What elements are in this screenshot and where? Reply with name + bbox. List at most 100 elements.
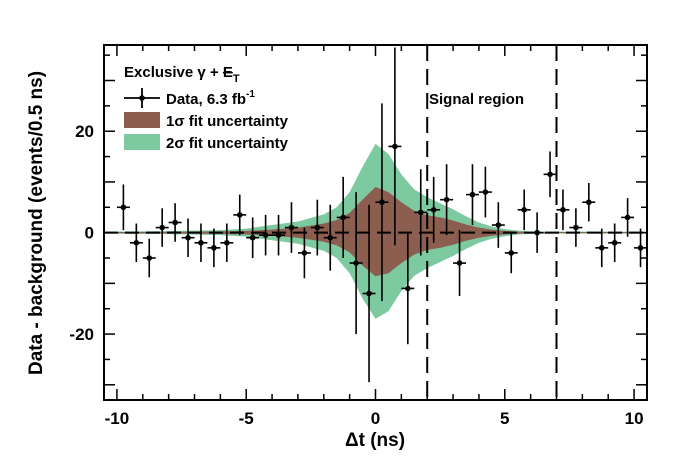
data-point — [517, 189, 531, 231]
signal-region-label: Signal region — [429, 91, 524, 108]
data-point — [181, 218, 195, 257]
data-point — [427, 176, 441, 243]
data-point — [504, 232, 518, 274]
data-marker — [560, 207, 566, 213]
y-tick-label: -20 — [69, 325, 94, 344]
data-marker — [624, 214, 631, 221]
data-marker — [534, 229, 540, 236]
data-marker — [301, 250, 308, 256]
data-point — [543, 151, 557, 198]
data-series — [116, 47, 647, 383]
data-point — [569, 208, 583, 247]
x-tick-label: 0 — [371, 409, 380, 428]
data-point — [246, 217, 260, 258]
x-tick-label: 10 — [625, 409, 644, 428]
legend-band1-label: 1σ fit uncertainty — [166, 113, 289, 130]
data-point — [297, 227, 311, 279]
data-point — [168, 203, 182, 242]
data-marker — [146, 255, 153, 261]
data-point — [310, 199, 324, 256]
x-axis-title: Δt (ns) — [345, 430, 405, 451]
axis-ticks — [104, 45, 647, 400]
data-marker — [417, 209, 424, 216]
data-marker — [314, 224, 321, 231]
x-tick-label: 5 — [500, 409, 509, 428]
data-point — [194, 223, 208, 263]
legend-data-label-text: Data, 6.3 fb — [166, 91, 246, 108]
data-point — [621, 198, 635, 237]
legend-data-marker — [124, 88, 160, 108]
data-marker — [392, 143, 398, 150]
uncertainty-bands — [104, 143, 647, 319]
data-point — [595, 228, 609, 268]
legend-swatch-2sigma — [124, 134, 160, 150]
data-marker — [586, 199, 592, 206]
data-point — [556, 189, 570, 231]
data-point — [388, 47, 402, 246]
legend-header-met: E — [223, 64, 233, 81]
data-marker — [327, 234, 334, 241]
x-tick-label: -5 — [239, 409, 254, 428]
data-marker — [430, 207, 437, 213]
legend-data-label-sup: -1 — [246, 89, 255, 100]
data-point — [259, 214, 273, 256]
y-axis-title: Data - background (events/0.5 ns) — [26, 71, 47, 375]
data-point — [272, 214, 285, 256]
data-point — [608, 223, 622, 263]
band-1sigma — [104, 187, 647, 277]
data-point — [478, 166, 492, 218]
data-marker — [198, 239, 204, 246]
data-point — [129, 223, 143, 263]
y-tick-label: 0 — [85, 224, 94, 243]
data-point — [401, 232, 415, 345]
data-point — [582, 182, 596, 222]
data-marker — [379, 199, 385, 206]
legend-band2-label: 2σ fit uncertainty — [166, 135, 289, 152]
data-point — [142, 238, 156, 278]
data-marker — [611, 239, 618, 246]
data-point — [336, 176, 350, 258]
data-point — [491, 202, 505, 248]
data-marker — [366, 290, 372, 297]
data-marker — [482, 189, 489, 195]
data-marker — [443, 196, 450, 203]
x-tick-label: -10 — [105, 409, 130, 428]
data-marker — [262, 232, 269, 238]
data-point — [453, 230, 466, 297]
data-marker — [172, 219, 178, 226]
data-marker — [637, 245, 644, 251]
data-point — [414, 169, 428, 256]
data-marker — [405, 285, 411, 292]
data-marker — [598, 245, 605, 251]
data-point — [285, 202, 298, 253]
data-point — [634, 228, 647, 268]
data-marker — [521, 207, 527, 213]
data-point — [466, 164, 479, 226]
data-marker — [456, 260, 463, 266]
data-marker — [288, 224, 295, 231]
legend-header-met-sub: T — [233, 73, 240, 85]
data-marker — [133, 239, 140, 246]
data-point — [323, 204, 337, 271]
data-marker — [469, 191, 476, 198]
data-marker — [211, 245, 217, 251]
data-marker — [249, 234, 256, 241]
y-tick-label: 20 — [75, 122, 94, 141]
data-point — [207, 228, 221, 268]
legend-swatch-1sigma — [124, 112, 160, 128]
data-marker — [547, 171, 553, 178]
data-point — [155, 208, 169, 247]
data-point — [362, 204, 376, 383]
data-point — [375, 103, 389, 302]
data-marker — [340, 214, 346, 221]
tick-labels: -10 -5 0 5 10 -20 0 20 — [69, 122, 643, 428]
data-point — [233, 194, 247, 236]
data-point — [440, 164, 454, 236]
data-marker — [236, 212, 243, 218]
legend: Exclusive γ + ET Data, 6.3 fb-1 1σ fit u… — [124, 64, 289, 152]
data-point — [349, 192, 363, 335]
data-marker — [573, 224, 579, 231]
data-marker — [495, 222, 502, 228]
data-marker — [120, 204, 127, 211]
